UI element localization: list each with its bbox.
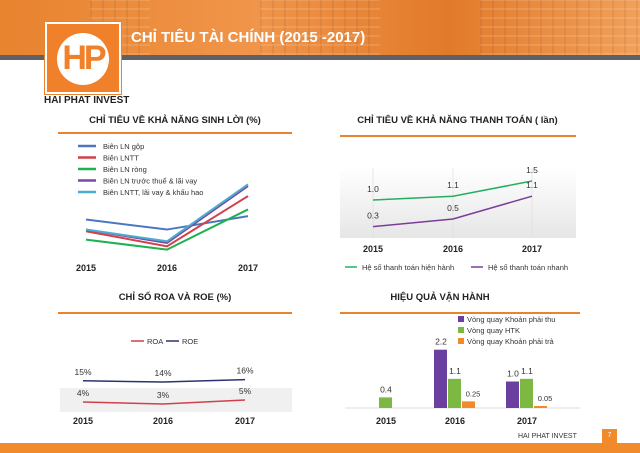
x-tick-label: 2016 — [153, 416, 173, 426]
footer-brand: HAI PHAT INVEST — [518, 433, 577, 440]
data-label: 0.4 — [380, 384, 392, 394]
bar — [534, 406, 547, 408]
page-number: 7 — [602, 429, 617, 443]
company-logo: HP — [45, 22, 121, 94]
data-label: 16% — [236, 366, 253, 376]
page-title: CHỈ TIÊU TÀI CHÍNH (2015 -2017) — [131, 29, 366, 46]
data-label: 1.1 — [449, 366, 461, 376]
data-label: 2.2 — [435, 337, 447, 347]
data-label: 0.05 — [538, 394, 553, 403]
series-line-1 — [372, 195, 533, 228]
data-label: 1.1 — [521, 366, 533, 376]
legend-label: Hệ số thanh toán nhanh — [488, 263, 568, 272]
chart-title-profitability: CHỈ TIÊU VỀ KHẢ NĂNG SINH LỜI (%) — [89, 115, 261, 126]
x-tick-label: 2017 — [522, 244, 542, 254]
divider — [58, 312, 292, 314]
legend-label: Biên LN trước thuế & lãi vay — [103, 177, 197, 186]
legend-swatch — [458, 338, 464, 344]
data-label: 1.0 — [367, 184, 379, 194]
chart-title-efficiency: HIỆU QUẢ VẬN HÀNH — [390, 292, 490, 303]
legend-label: Hệ số thanh toán hiện hành — [362, 263, 454, 272]
x-tick-label: 2017 — [517, 416, 537, 426]
legend-label: Vòng quay Khoản phải trả — [467, 337, 555, 346]
series-line-0 — [85, 215, 249, 231]
x-tick-label: 2017 — [235, 416, 255, 426]
bar — [448, 378, 461, 408]
plot-background — [60, 388, 292, 412]
legend-label: Vòng quay Khoản phải thu — [467, 315, 555, 324]
bar — [520, 378, 533, 408]
data-label: 1.5 — [526, 165, 538, 175]
series-line-0 — [82, 399, 246, 405]
divider — [58, 132, 292, 134]
data-label: 0.3 — [367, 211, 379, 221]
x-tick-label: 2016 — [157, 263, 177, 273]
series-line-1 — [82, 378, 246, 383]
data-label: 3% — [157, 390, 170, 400]
data-label: 1.0 — [507, 369, 519, 379]
series-line-1 — [85, 195, 249, 248]
data-label: 1.1 — [526, 180, 538, 190]
x-tick-label: 2015 — [363, 244, 383, 254]
brand-name: HAI PHAT INVEST — [44, 95, 130, 106]
data-label: 14% — [154, 368, 171, 378]
chart-title-roa-roe: CHỈ SỐ ROA VÀ ROE (%) — [118, 292, 232, 303]
data-label: 0.25 — [466, 389, 481, 398]
x-tick-label: 2016 — [445, 416, 465, 426]
legend-label: Biên LN ròng — [103, 165, 147, 174]
data-label: 4% — [77, 388, 90, 398]
footer-bar — [0, 443, 640, 453]
header-strip — [0, 55, 640, 60]
legend-label: Biên LNTT — [103, 154, 139, 163]
bar — [462, 401, 475, 408]
bar — [506, 381, 519, 408]
divider — [340, 312, 580, 314]
legend-swatch — [458, 316, 464, 322]
banner-building — [260, 0, 380, 55]
legend-label: Vòng quay HTK — [467, 326, 520, 335]
legend-label: Biên LN gộp — [103, 142, 144, 151]
legend-swatch — [458, 327, 464, 333]
data-label: 0.5 — [447, 203, 459, 213]
data-label: 15% — [74, 367, 91, 377]
banner-building — [480, 0, 640, 55]
x-tick-label: 2015 — [76, 263, 96, 273]
series-line-0 — [372, 180, 533, 201]
chart-title-liquidity: CHỈ TIÊU VỀ KHẢ NĂNG THANH TOÁN ( lần) — [357, 115, 558, 126]
bar — [379, 397, 392, 408]
divider — [340, 135, 576, 137]
bar — [434, 349, 447, 408]
legend-label: ROA — [147, 337, 163, 346]
x-tick-label: 2015 — [376, 416, 396, 426]
x-tick-label: 2017 — [238, 263, 258, 273]
data-label: 1.1 — [447, 180, 459, 190]
x-tick-label: 2016 — [443, 244, 463, 254]
series-line-2 — [85, 208, 249, 251]
series-line-4 — [85, 183, 249, 243]
legend-label: ROE — [182, 337, 198, 346]
legend-label: Biên LNTT, lãi vay & khấu hao — [103, 188, 203, 197]
x-tick-label: 2015 — [73, 416, 93, 426]
data-label: 5% — [239, 386, 252, 396]
